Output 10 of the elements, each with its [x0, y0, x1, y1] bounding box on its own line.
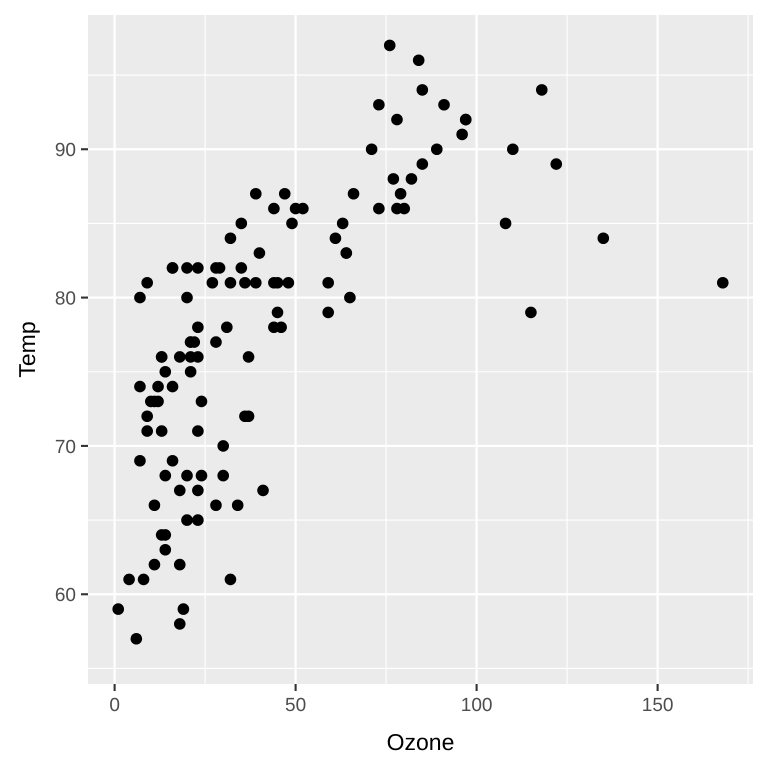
- y-axis-title: Temp: [14, 321, 40, 378]
- y-tick-label: 70: [54, 436, 76, 458]
- x-tick-label: 0: [109, 695, 120, 716]
- x-tick-label: 150: [642, 695, 674, 716]
- x-tick-label: 100: [460, 695, 492, 716]
- y-tick-label: 90: [54, 140, 76, 162]
- y-tick-label: 60: [54, 585, 76, 606]
- y-tick-label: 80: [54, 288, 76, 310]
- x-axis-title: Ozone: [386, 729, 454, 755]
- x-tick-label: 50: [285, 695, 306, 716]
